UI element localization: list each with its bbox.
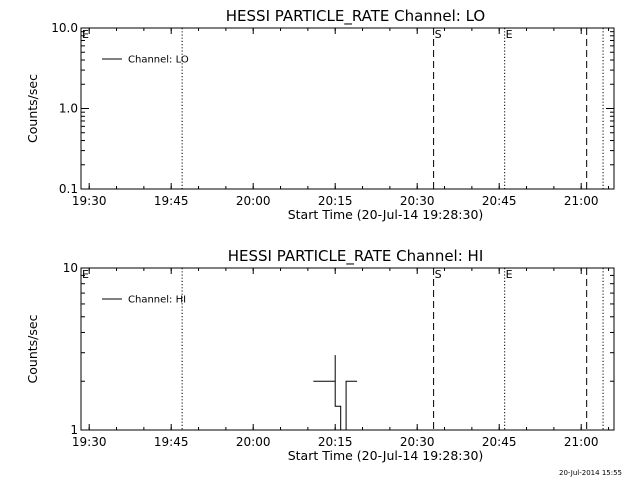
plot-timestamp: 20-Jul-2014 15:55 xyxy=(559,469,622,477)
x-tick-label: 20:30 xyxy=(400,194,435,208)
y-axis-label: Counts/sec xyxy=(25,314,40,383)
chart-title: HESSI PARTICLE_RATE Channel: LO xyxy=(226,7,485,26)
x-tick-label: 20:45 xyxy=(482,194,517,208)
chart-title: HESSI PARTICLE_RATE Channel: HI xyxy=(228,247,484,266)
x-tick-label: 19:30 xyxy=(72,435,107,449)
event-label: S xyxy=(435,268,442,281)
plot-frame xyxy=(80,27,615,190)
x-tick-label: 20:30 xyxy=(400,435,435,449)
event-label: E xyxy=(82,268,89,281)
x-tick-label: 19:45 xyxy=(154,435,189,449)
x-tick-label: 20:00 xyxy=(236,194,271,208)
x-axis-label: Start Time (20-Jul-14 19:28:30) xyxy=(288,207,484,222)
y-tick-label: 0.1 xyxy=(59,182,78,196)
x-tick-label: 19:30 xyxy=(72,194,107,208)
series-line xyxy=(313,355,358,431)
y-tick-label: 10.0 xyxy=(51,21,78,35)
x-axis-label: Start Time (20-Jul-14 19:28:30) xyxy=(288,448,484,463)
y-tick-label: 1 xyxy=(70,423,78,437)
y-tick-label: 10 xyxy=(63,261,78,275)
x-tick-label: 20:00 xyxy=(236,435,271,449)
event-label: E xyxy=(506,28,513,41)
event-label: E xyxy=(506,268,513,281)
y-axis-label: Counts/sec xyxy=(25,74,40,143)
x-tick-label: 20:15 xyxy=(318,435,353,449)
x-tick-label: 21:00 xyxy=(564,435,599,449)
y-tick-label: 1.0 xyxy=(59,102,78,116)
legend-label: Channel: LO xyxy=(128,55,189,66)
legend-label: Channel: HI xyxy=(128,295,186,306)
event-label: E xyxy=(82,28,89,41)
x-tick-label: 21:00 xyxy=(564,194,599,208)
plot-frame xyxy=(80,267,615,431)
x-tick-label: 19:45 xyxy=(154,194,189,208)
x-tick-label: 20:45 xyxy=(482,435,517,449)
x-tick-label: 20:15 xyxy=(318,194,353,208)
event-label: S xyxy=(435,28,442,41)
